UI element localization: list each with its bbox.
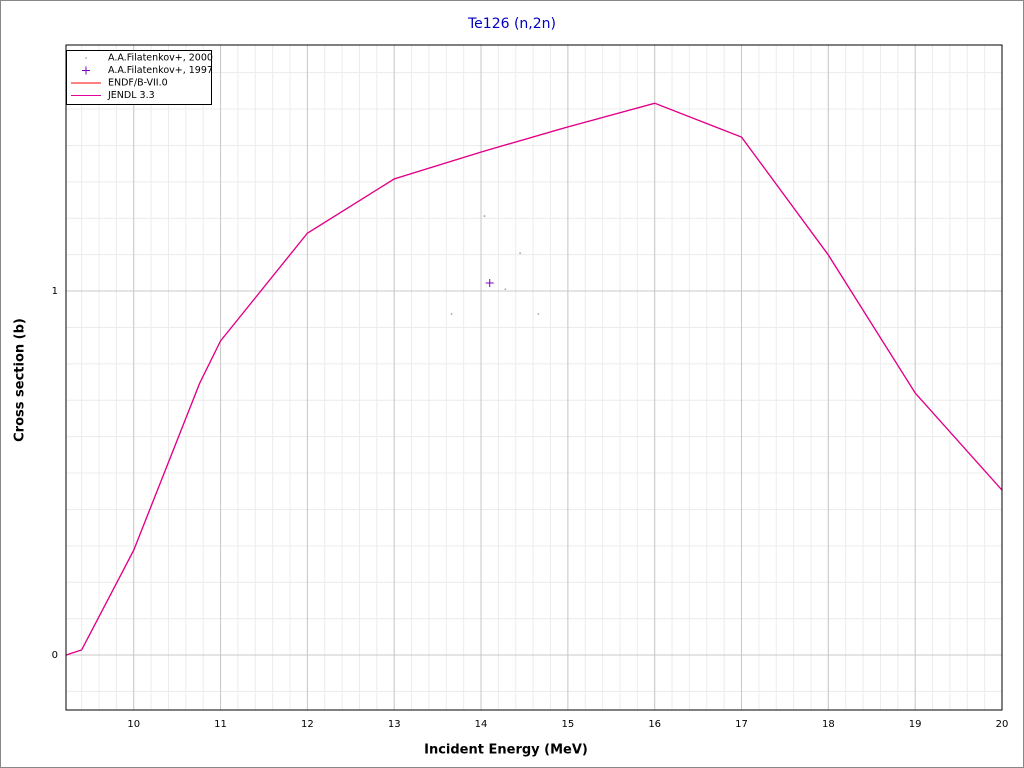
legend-label: JENDL 3.3 <box>107 90 155 101</box>
x-tick-label: 15 <box>561 719 574 730</box>
data-point <box>483 215 486 217</box>
plot-frame <box>65 44 1003 711</box>
x-tick-label: 16 <box>648 719 661 730</box>
x-tick-label: 10 <box>127 719 140 730</box>
x-tick-label: 13 <box>388 719 401 730</box>
data-point <box>504 288 507 291</box>
legend-label: ENDF/B-VII.0 <box>108 78 168 89</box>
x-tick-label: 11 <box>214 719 227 730</box>
y-tick-label: 0 <box>52 650 58 661</box>
data-point <box>537 313 540 315</box>
line-series <box>65 102 1003 656</box>
x-tick-label: 17 <box>735 719 748 730</box>
data-point <box>519 252 522 255</box>
y-tick-label: 1 <box>52 286 58 297</box>
x-axis-label: Incident Energy (MeV) <box>424 743 588 758</box>
x-tick-label: 14 <box>475 719 488 730</box>
legend-label: A.A.Filatenkov+, 2000 <box>108 53 213 64</box>
x-tick-label: 19 <box>909 719 922 730</box>
data-point <box>485 279 494 288</box>
chart-title: Te126 (n,2n) <box>467 16 556 32</box>
legend-swatch <box>82 66 90 75</box>
x-tick-label: 12 <box>301 719 314 730</box>
x-tick-label: 20 <box>996 719 1009 730</box>
y-axis-label: Cross section (b) <box>13 318 28 442</box>
data-point <box>450 313 453 315</box>
plot <box>65 102 1003 656</box>
x-tick-label: 18 <box>822 719 835 730</box>
legend-label: A.A.Filatenkov+, 1997 <box>108 65 213 76</box>
grid: 10 11 12 13 14 15 16 17 18 19 20 0 1 <box>52 45 1009 730</box>
legend-swatch <box>85 57 87 59</box>
